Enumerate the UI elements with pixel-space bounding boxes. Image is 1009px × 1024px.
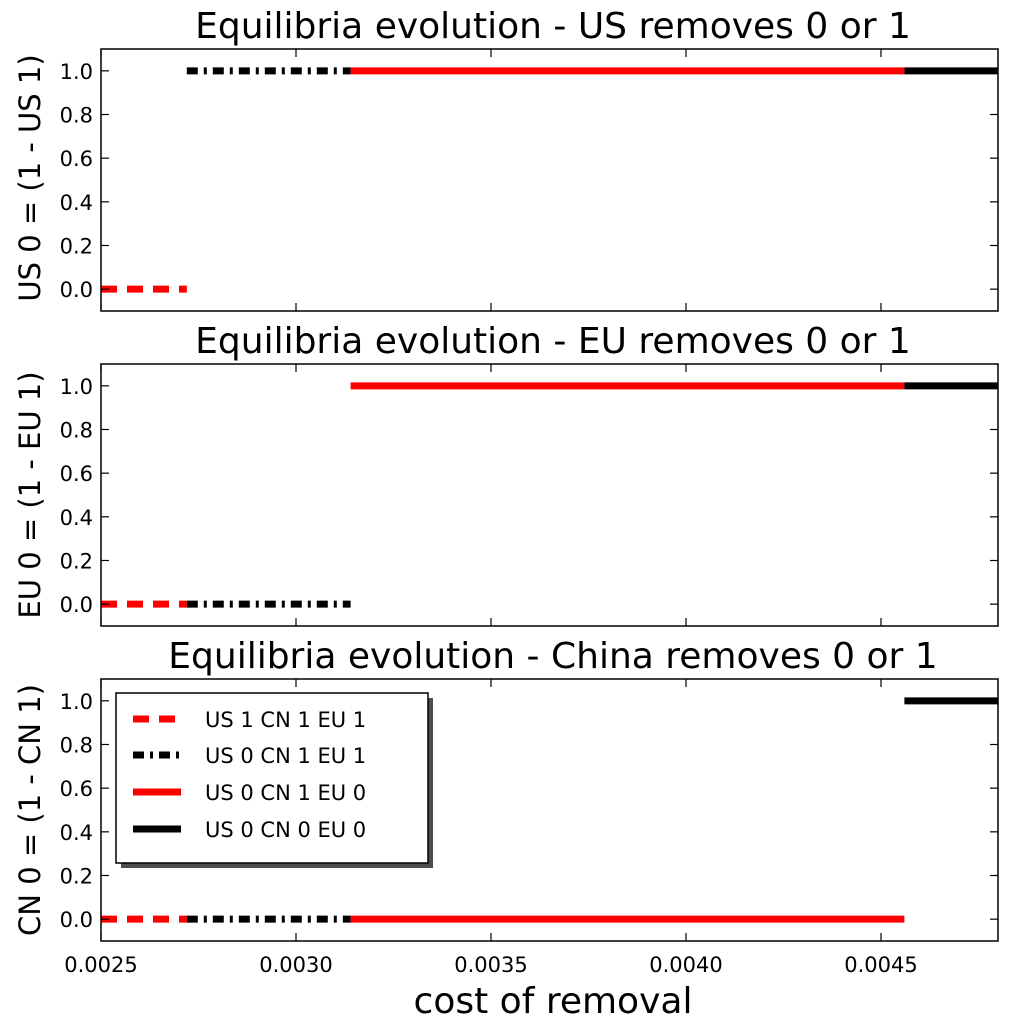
x-tick-label: 0.0040: [649, 953, 722, 977]
y-tick-label: 0.6: [60, 462, 93, 486]
y-tick-label: 0.8: [60, 734, 93, 758]
chart-panel-us: Equilibria evolution - US removes 0 or 1…: [13, 6, 999, 312]
y-tick-label: 0.6: [60, 147, 93, 171]
plot-frame: [100, 678, 999, 942]
y-tick-label: 1.0: [60, 375, 93, 399]
plot-frame: [100, 48, 999, 312]
y-tick-label: 0.6: [60, 777, 93, 801]
y-axis-label: EU 0 = (1 - EU 1): [13, 371, 47, 618]
legend-label: US 0 CN 1 EU 0: [205, 781, 366, 805]
x-tick-label: 0.0035: [454, 953, 527, 977]
y-tick-label: 0.4: [60, 821, 93, 845]
x-tick-label: 0.0030: [259, 953, 332, 977]
y-tick-label: 0.8: [60, 419, 93, 443]
y-tick-label: 0.0: [60, 908, 93, 932]
y-tick-label: 0.4: [60, 191, 93, 215]
chart-panel-china: Equilibria evolution - China removes 0 o…: [13, 636, 999, 1022]
y-axis-label: US 0 = (1 - US 1): [13, 54, 47, 301]
legend-label: US 0 CN 1 EU 1: [205, 744, 366, 768]
y-tick-label: 1.0: [60, 690, 93, 714]
y-tick-label: 0.2: [60, 550, 93, 574]
legend-label: US 0 CN 0 EU 0: [205, 818, 366, 842]
y-tick-label: 0.2: [60, 235, 93, 259]
y-tick-label: 0.0: [60, 278, 93, 302]
y-axis-label: CN 0 = (1 - CN 1): [13, 684, 47, 936]
y-tick-label: 1.0: [60, 60, 93, 84]
y-tick-label: 0.0: [60, 593, 93, 617]
y-tick-label: 0.8: [60, 104, 93, 128]
y-tick-label: 0.2: [60, 865, 93, 889]
x-tick-label: 0.0025: [64, 953, 137, 977]
chart-title: Equilibria evolution - EU removes 0 or 1: [195, 321, 911, 362]
legend: US 1 CN 1 EU 1 US 0 CN 1 EU 1 US 0 CN 1 …: [115, 692, 433, 868]
chart-title: Equilibria evolution - US removes 0 or 1: [195, 6, 911, 47]
chart-panel-eu: Equilibria evolution - EU removes 0 or 1…: [13, 321, 999, 627]
y-tick-label: 0.4: [60, 506, 93, 530]
x-tick-label: 0.0045: [844, 953, 917, 977]
chart-title: Equilibria evolution - China removes 0 o…: [168, 636, 937, 677]
plot-frame: [100, 363, 999, 627]
x-axis-label: cost of removal: [414, 981, 693, 1022]
legend-label: US 1 CN 1 EU 1: [205, 708, 366, 732]
